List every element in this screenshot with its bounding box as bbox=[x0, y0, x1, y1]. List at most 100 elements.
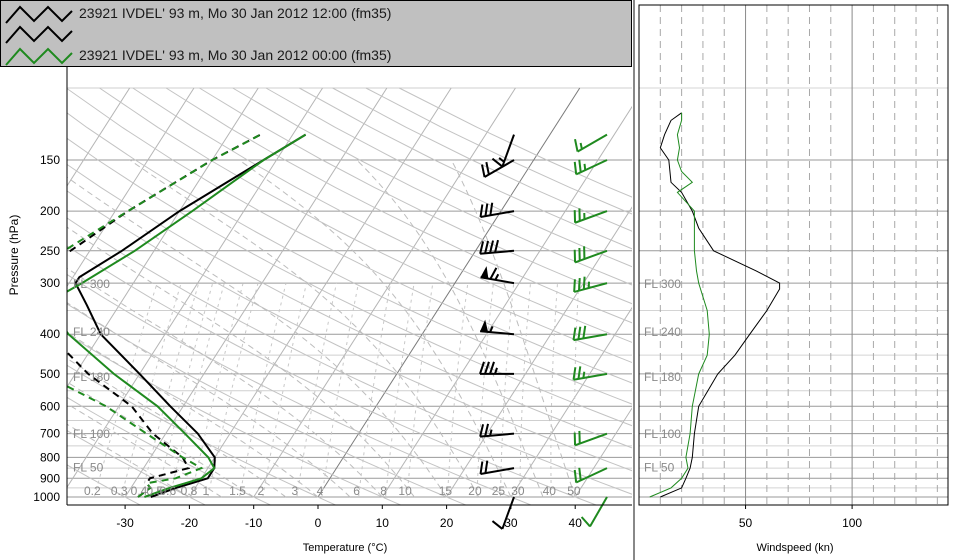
dry-adiabat-line bbox=[265, 87, 632, 268]
wind-barb-feather bbox=[484, 203, 489, 217]
dry-adiabat-line bbox=[232, 87, 632, 286]
wind-barb-feather bbox=[484, 240, 490, 254]
wind-barb-feather bbox=[583, 246, 586, 259]
y-axis-title: Pressure (hPa) bbox=[7, 215, 21, 296]
flight-level-label: FL 50 bbox=[644, 461, 675, 475]
dewpoint-trace bbox=[67, 133, 262, 498]
wind-panel-frame bbox=[638, 4, 949, 506]
wind-barb-feather bbox=[479, 361, 485, 375]
flight-level-label: FL 180 bbox=[644, 370, 681, 384]
mixing-ratio-line bbox=[385, 283, 415, 498]
x-tick-label: 100 bbox=[842, 516, 862, 530]
isotherm-line bbox=[67, 87, 259, 388]
wind-barb-feather bbox=[582, 325, 587, 339]
dry-adiabat-line bbox=[199, 87, 632, 305]
x-axis-title: Temperature (°C) bbox=[303, 542, 387, 554]
y-tick-label: 800 bbox=[40, 450, 60, 464]
isotherm-line bbox=[317, 87, 581, 498]
wind-barb bbox=[580, 496, 608, 528]
dry-adiabat-line bbox=[99, 87, 632, 364]
wind-barb-feather bbox=[485, 161, 490, 175]
mixing-ratio-label: 40 bbox=[543, 484, 557, 498]
wind-barb-half-feather bbox=[587, 281, 591, 289]
wind-barb-feather bbox=[578, 430, 581, 444]
y-tick-label: 250 bbox=[40, 244, 60, 258]
windspeed-trace bbox=[659, 112, 781, 498]
dry-adiabat-line bbox=[67, 303, 468, 505]
wind-barb-half-feather bbox=[494, 367, 498, 375]
mixing-ratio-label: 1.5 bbox=[229, 484, 246, 498]
temperature-trace bbox=[67, 133, 307, 498]
wind-barb-feather bbox=[577, 277, 581, 291]
dry-adiabat-line bbox=[67, 245, 598, 505]
wind-barb bbox=[573, 467, 608, 484]
x-tick-label: 20 bbox=[440, 516, 454, 530]
mixing-ratio-line bbox=[169, 282, 225, 498]
dry-adiabat-line bbox=[67, 396, 272, 505]
mixing-ratio-line bbox=[406, 283, 434, 498]
wind-barb-half-feather bbox=[489, 429, 493, 436]
mixing-ratio-label: 2 bbox=[257, 484, 264, 498]
moist-adiabat-line bbox=[238, 159, 512, 498]
moist-adiabat-line bbox=[67, 176, 448, 498]
mixing-ratio-label: 1 bbox=[203, 484, 210, 498]
wind-barb-feather bbox=[573, 469, 578, 483]
wind-barb bbox=[479, 202, 515, 219]
wind-barb-feather bbox=[572, 367, 577, 380]
mixing-ratio-line bbox=[140, 282, 200, 498]
y-tick-label: 500 bbox=[40, 367, 60, 381]
wind-barb-feather bbox=[481, 164, 486, 178]
moist-adiabat-line bbox=[450, 159, 576, 498]
wind-barb bbox=[573, 430, 608, 447]
mixing-ratio-label: 0.6 bbox=[159, 484, 176, 498]
isotherm-line bbox=[188, 87, 452, 498]
legend-item-12utc: 23921 IVDEL' 93 m, Mo 30 Jan 2012 12:00 … bbox=[1, 3, 631, 25]
moist-adiabat-line bbox=[129, 159, 480, 498]
isotherm-line bbox=[510, 306, 632, 498]
zigzag-line-icon bbox=[5, 5, 73, 24]
legend: 23921 IVDEL' 93 m, Mo 30 Jan 2012 12:00 … bbox=[0, 0, 632, 67]
moist-adiabat-line bbox=[67, 381, 254, 498]
y-tick-label: 900 bbox=[40, 471, 60, 485]
wind-barb bbox=[572, 325, 608, 342]
mixing-ratio-label: 50 bbox=[567, 484, 581, 498]
legend-item-12utc-row2 bbox=[1, 23, 631, 45]
x-tick-label: 10 bbox=[376, 516, 390, 530]
wind-barb-feather bbox=[573, 249, 577, 263]
wind-barb bbox=[491, 496, 515, 530]
mixing-ratio-label: 0.4 bbox=[131, 484, 148, 498]
wind-barb-feather bbox=[580, 516, 591, 528]
wind-barb-feather bbox=[484, 423, 490, 437]
wind-barb-feather bbox=[573, 279, 576, 293]
flight-level-label: FL 300 bbox=[644, 277, 681, 291]
wind-barb-half-feather bbox=[489, 325, 494, 333]
mixing-ratio-line bbox=[321, 283, 359, 498]
wind-barb-feather bbox=[572, 327, 577, 341]
wind-barb bbox=[479, 423, 515, 438]
wind-barb-shaft bbox=[589, 496, 608, 527]
x-tick-label: 50 bbox=[739, 516, 753, 530]
wind-barb bbox=[479, 239, 515, 255]
mixing-ratio-label: 0.8 bbox=[181, 484, 198, 498]
legend-label: 23921 IVDEL' 93 m, Mo 30 Jan 2012 00:00 … bbox=[79, 47, 392, 63]
x-tick-label: -20 bbox=[181, 516, 199, 530]
mixing-ratio-line bbox=[446, 283, 469, 498]
wind-barb-feather bbox=[574, 139, 579, 152]
wind-barb-feather bbox=[484, 460, 489, 474]
moist-adiabat-line bbox=[67, 331, 319, 498]
wind-barb-feather bbox=[479, 241, 485, 254]
wind-barb-feather bbox=[489, 202, 494, 216]
dry-adiabat-line bbox=[67, 333, 402, 505]
moist-adiabat-line bbox=[67, 423, 190, 498]
mixing-ratio-line bbox=[358, 283, 391, 498]
wind-barb-feather bbox=[489, 240, 495, 254]
dry-adiabat-line bbox=[67, 364, 337, 505]
mixing-ratio-line bbox=[262, 282, 307, 498]
moist-adiabat-line bbox=[67, 357, 287, 498]
wind-barb bbox=[573, 246, 608, 264]
dry-adiabat-line bbox=[67, 112, 632, 405]
wind-barb-feather bbox=[577, 366, 582, 380]
flight-level-label: FL 50 bbox=[73, 461, 104, 475]
mixing-ratio-line bbox=[476, 283, 494, 498]
wind-barb-shaft bbox=[501, 496, 515, 530]
